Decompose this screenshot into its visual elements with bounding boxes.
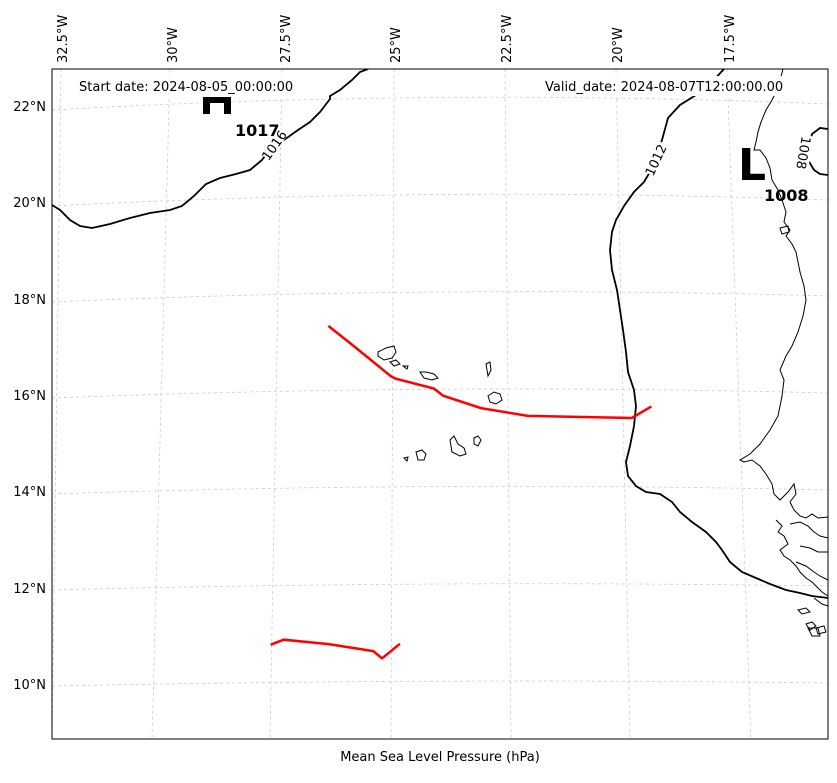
coastal-island bbox=[797, 607, 811, 615]
lat-tick-label: 10°N bbox=[13, 678, 46, 693]
lon-gridline bbox=[390, 69, 395, 739]
start-date-text: Start date: 2024-08-05_00:00:00 bbox=[79, 80, 293, 95]
island-maio bbox=[473, 435, 482, 447]
africa-coast bbox=[775, 519, 828, 597]
lat-tick-label: 20°N bbox=[13, 196, 46, 211]
lon-tick-label: 27.5°W bbox=[279, 15, 294, 63]
storm-tracks bbox=[270, 324, 653, 660]
high-symbol-mark bbox=[203, 97, 210, 114]
island-brava bbox=[403, 456, 409, 462]
island-sao-vicente bbox=[389, 359, 401, 367]
africa-coast bbox=[813, 597, 828, 607]
lon-tick-label: 30°W bbox=[166, 27, 181, 63]
low-pressure-value: 1008 bbox=[764, 186, 809, 205]
lon-tick-label: 22.5°W bbox=[500, 15, 515, 63]
lat-gridline bbox=[52, 680, 828, 687]
coastal-island bbox=[815, 625, 827, 635]
lat-tick-label: 14°N bbox=[13, 485, 46, 500]
storm-track-line bbox=[270, 638, 401, 660]
lat-gridline bbox=[52, 388, 828, 399]
latitude-tick-labels: 22°N 20°N 18°N 16°N 14°N 12°N 10°N bbox=[13, 100, 46, 693]
contour-labels: 1016 1012 1008 bbox=[256, 123, 814, 179]
lon-gridline bbox=[726, 69, 752, 739]
island-sal bbox=[485, 361, 492, 378]
lat-gridline bbox=[52, 193, 828, 207]
island-santiago bbox=[449, 435, 467, 457]
high-symbol-mark bbox=[224, 97, 231, 114]
contour-1012-line bbox=[609, 69, 828, 599]
africa-coast bbox=[795, 561, 828, 581]
lat-tick-label: 18°N bbox=[13, 293, 46, 308]
island-fogo bbox=[415, 449, 427, 461]
low-pressure-symbol: L bbox=[738, 140, 766, 191]
valid-date-text: Valid_date: 2024-08-07T12:00:00.00 bbox=[545, 80, 783, 95]
lon-gridline bbox=[151, 69, 171, 739]
map-frame bbox=[51, 68, 829, 740]
africa-coast bbox=[789, 521, 828, 539]
lon-gridline bbox=[615, 69, 631, 739]
lon-tick-label: 20°W bbox=[611, 27, 626, 63]
longitude-tick-labels: 32.5°W 30°W 27.5°W 25°W 22.5°W 20°W 17.5… bbox=[56, 15, 738, 63]
island-santo-antao bbox=[377, 345, 397, 361]
graticule bbox=[52, 69, 828, 739]
lon-tick-label: 25°W bbox=[389, 27, 404, 63]
lat-gridline bbox=[52, 485, 828, 495]
africa-coast bbox=[738, 69, 828, 519]
coastal-island bbox=[805, 621, 817, 631]
cape-verde-islands bbox=[377, 345, 503, 462]
africa-coast bbox=[799, 545, 828, 553]
high-pressure-center: 1017 bbox=[201, 96, 280, 140]
island-santa-luzia bbox=[401, 365, 409, 370]
coastal-island bbox=[779, 225, 790, 235]
low-pressure-center: L 1008 bbox=[738, 140, 809, 205]
lat-tick-label: 12°N bbox=[13, 582, 46, 597]
lat-gridline bbox=[52, 291, 828, 303]
lat-gridline bbox=[52, 96, 828, 111]
lat-tick-label: 16°N bbox=[13, 389, 46, 404]
island-boa-vista bbox=[487, 391, 503, 405]
pressure-contours bbox=[52, 69, 828, 599]
contour-1016-line bbox=[52, 69, 369, 229]
storm-track-line bbox=[327, 324, 653, 420]
high-symbol-mark bbox=[203, 97, 231, 103]
lon-gridline bbox=[52, 69, 62, 739]
lon-tick-label: 32.5°W bbox=[56, 15, 71, 63]
contour-1008-label: 1008 bbox=[792, 135, 813, 170]
lon-tick-label: 17.5°W bbox=[723, 15, 738, 63]
lat-tick-label: 22°N bbox=[13, 100, 46, 115]
island-sao-nicolau bbox=[419, 371, 439, 381]
high-pressure-value: 1017 bbox=[235, 121, 280, 140]
map-caption: Mean Sea Level Pressure (hPa) bbox=[340, 750, 540, 765]
lon-gridline bbox=[504, 69, 512, 739]
lat-gridline bbox=[52, 583, 828, 591]
coastal-island bbox=[807, 627, 821, 637]
lon-gridline bbox=[269, 69, 283, 739]
coastline bbox=[738, 69, 828, 637]
